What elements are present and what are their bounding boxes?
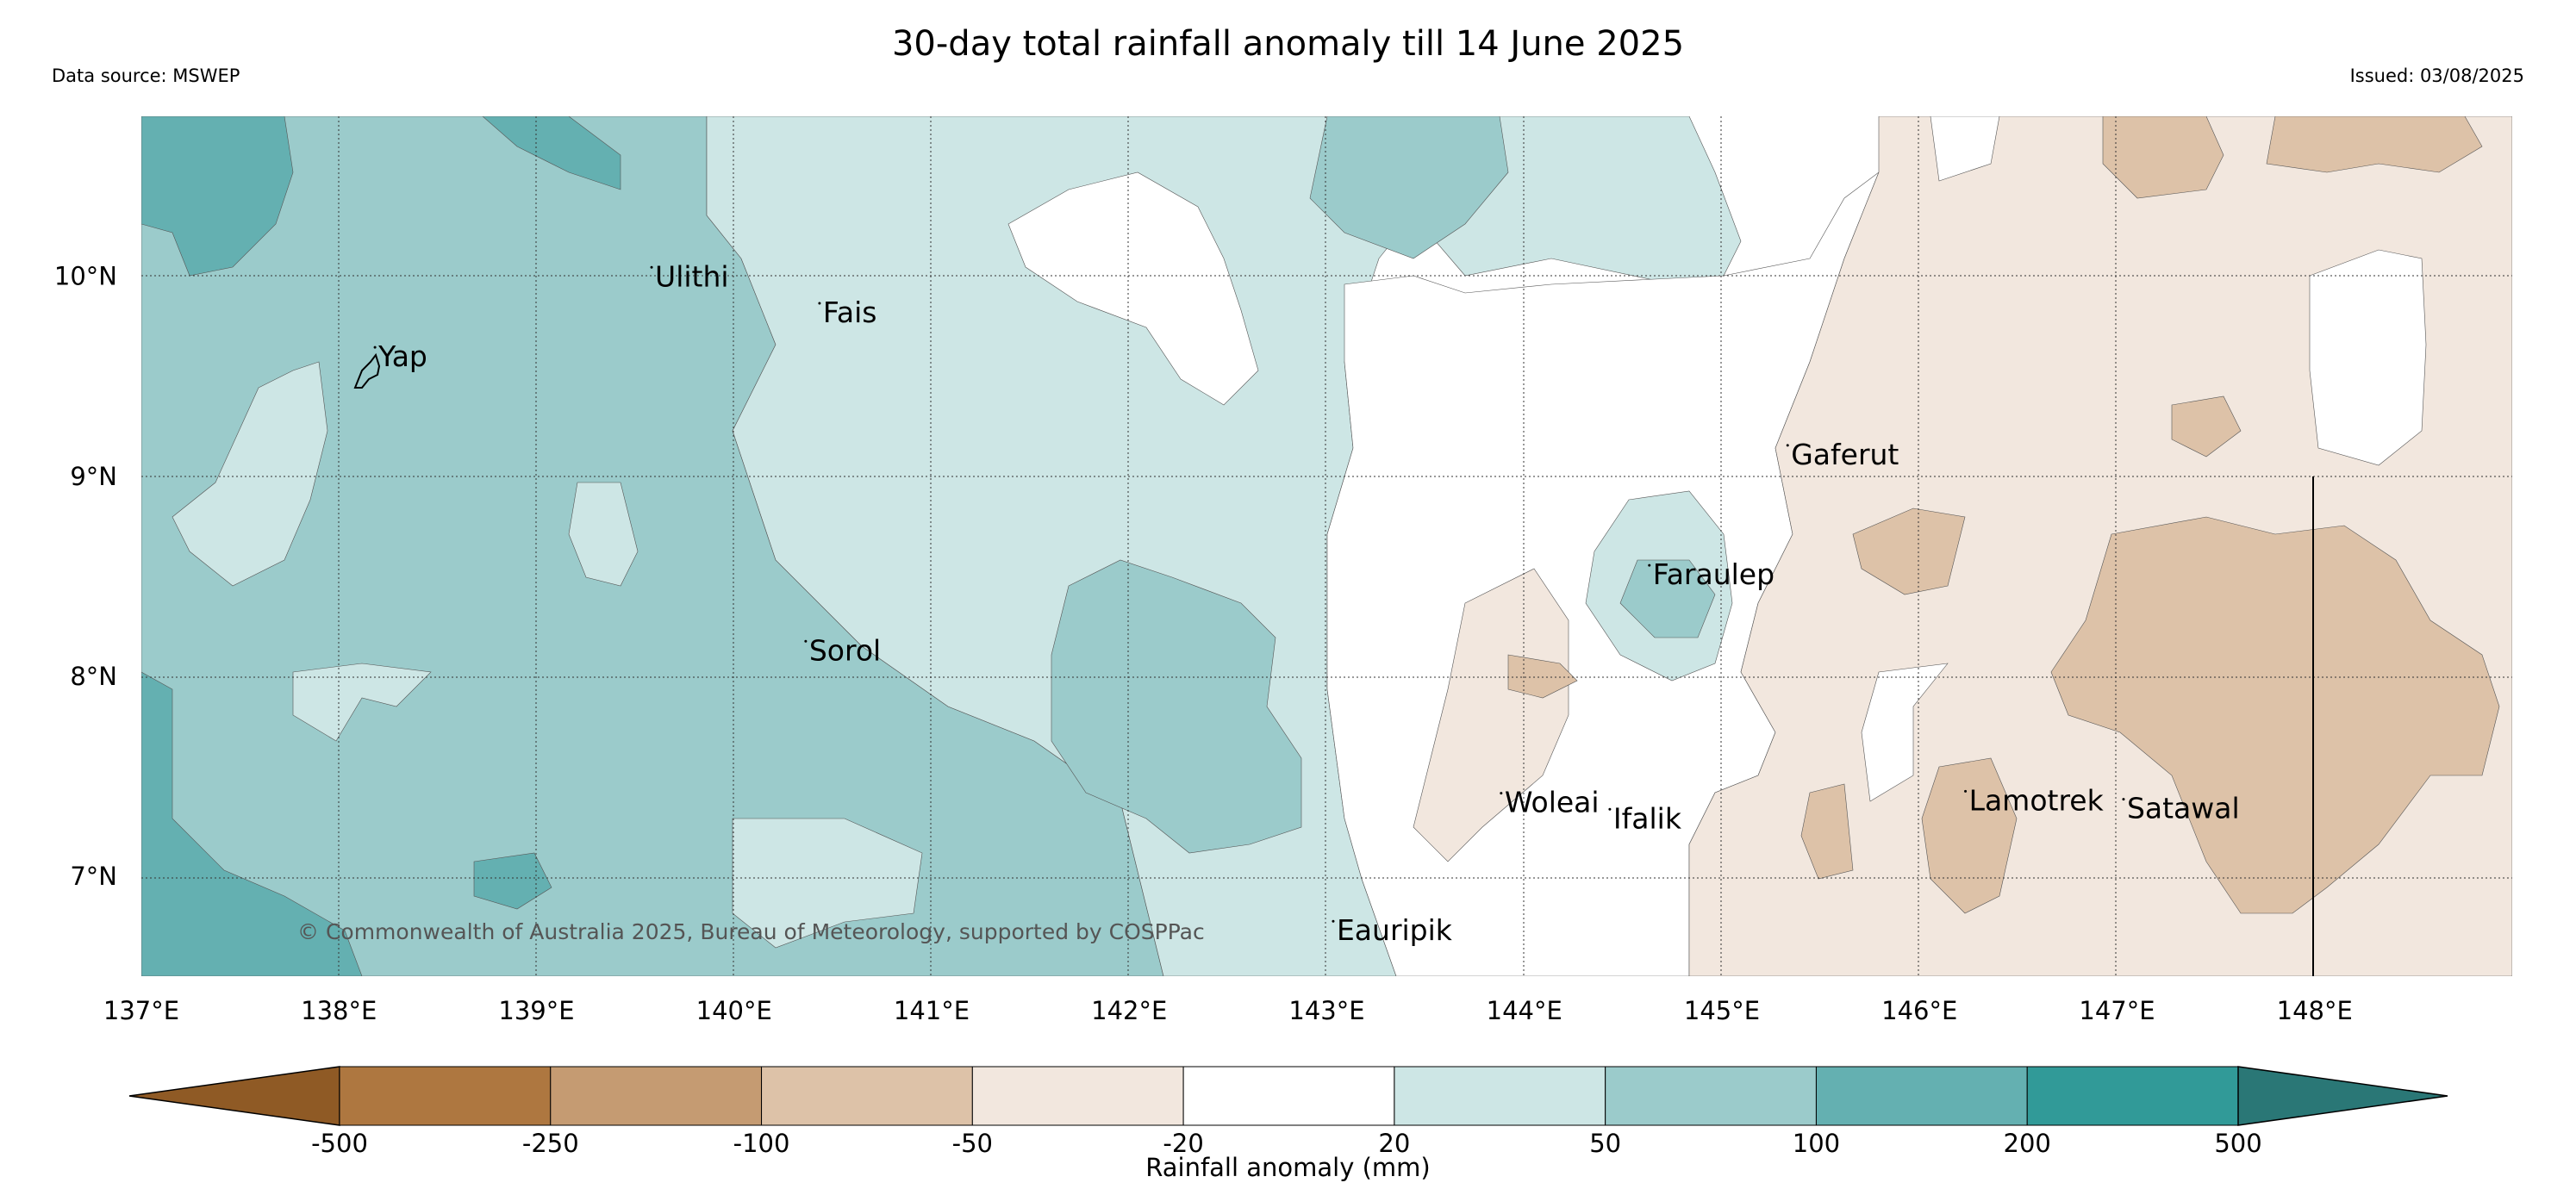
gridlines	[141, 116, 2512, 976]
colorbar-tick-label: 200	[2004, 1129, 2051, 1158]
place-label-ifalik: Ifalik	[1613, 801, 1682, 835]
place-marker-fais	[818, 302, 821, 305]
colorbar-tick-label: -50	[952, 1129, 993, 1158]
place-labels: Ulithi Fais Yap Gaferut Faraulep Sorol Woleai I…	[373, 259, 2240, 947]
colorbar-extend-high	[2237, 1066, 2448, 1126]
place-label-gaferut: Gaferut	[1791, 438, 1899, 471]
colorbar-segment	[971, 1066, 1184, 1126]
lat-tick-label: 8°N	[70, 662, 117, 691]
colorbar-segment	[761, 1066, 973, 1126]
longitude-tick-labels: 137°E 138°E 139°E 140°E 141°E 142°E 143°E 144°E…	[103, 996, 2353, 1025]
data-source-label: Data source: MSWEP	[52, 65, 240, 86]
colorbar-extend-low	[128, 1066, 340, 1126]
lon-tick-label: 145°E	[1684, 996, 1760, 1025]
colorbar-segment	[339, 1066, 552, 1126]
colorbar-tick-label: 20	[1378, 1129, 1410, 1158]
lon-tick-label: 140°E	[696, 996, 772, 1025]
place-marker-faraulep	[1648, 563, 1651, 567]
place-marker-eauripik	[1332, 919, 1335, 923]
lon-tick-label: 139°E	[498, 996, 574, 1025]
anomaly-field	[141, 116, 2512, 976]
place-marker-satawal	[2122, 798, 2125, 801]
lon-tick-label: 137°E	[103, 996, 179, 1025]
lon-tick-label: 143°E	[1288, 996, 1364, 1025]
place-marker-yap	[373, 345, 377, 349]
lat-tick-label: 7°N	[70, 862, 117, 891]
colorbar-tick-label: -500	[311, 1129, 368, 1158]
place-label-yap: Yap	[377, 339, 427, 373]
colorbar-segment	[2026, 1066, 2239, 1126]
lon-tick-label: 147°E	[2079, 996, 2155, 1025]
place-label-woleai: Woleai	[1505, 786, 1600, 819]
colorbar-tick-label: 50	[1589, 1129, 1621, 1158]
colorbar-tick-labels: -500 -250 -100 -50 -20 20 50 100 200 500	[311, 1129, 2262, 1158]
lat-tick-label: 10°N	[54, 262, 117, 291]
colorbar-tick-label: -20	[1163, 1129, 1203, 1158]
colorbar-tick-label: 100	[1793, 1129, 1840, 1158]
colorbar-segment	[1182, 1066, 1395, 1126]
place-label-faraulep: Faraulep	[1653, 557, 1775, 591]
place-marker-lamotrek	[1964, 789, 1968, 793]
place-marker-woleai	[1500, 792, 1503, 795]
lon-tick-label: 148°E	[2277, 996, 2353, 1025]
place-marker-sorol	[804, 639, 808, 643]
colorbar	[128, 1066, 2448, 1126]
yap-island	[353, 352, 381, 389]
lon-tick-label: 138°E	[301, 996, 377, 1025]
place-label-satawal: Satawal	[2127, 792, 2240, 825]
colorbar-tick-label: -250	[522, 1129, 579, 1158]
colorbar-tick-label: -100	[733, 1129, 790, 1158]
lon-tick-label: 146°E	[1881, 996, 1957, 1025]
place-marker-ulithi	[650, 265, 653, 269]
colorbar-axis-label: Rainfall anomaly (mm)	[1145, 1153, 1431, 1182]
colorbar-tick-label: 500	[2214, 1129, 2261, 1158]
place-label-fais: Fais	[823, 296, 877, 329]
colorbar-segment	[1605, 1066, 1817, 1126]
lon-tick-label: 142°E	[1091, 996, 1167, 1025]
colorbar-segment	[1394, 1066, 1606, 1126]
colorbar-segment	[550, 1066, 763, 1126]
place-marker-gaferut	[1786, 444, 1789, 447]
place-marker-ifalik	[1608, 807, 1612, 811]
place-label-lamotrek: Lamotrek	[1969, 783, 2105, 817]
lon-tick-label: 141°E	[894, 996, 970, 1025]
copyright-text: © Commonwealth of Australia 2025, Bureau…	[297, 919, 1205, 944]
lon-tick-label: 144°E	[1487, 996, 1562, 1025]
place-label-sorol: Sorol	[809, 633, 881, 667]
colorbar-segment	[1815, 1066, 2028, 1126]
place-label-ulithi: Ulithi	[655, 259, 729, 293]
issued-date-label: Issued: 03/08/2025	[2349, 65, 2524, 86]
place-label-eauripik: Eauripik	[1337, 913, 1453, 947]
latitude-tick-labels: 10°N 9°N 8°N 7°N	[54, 262, 117, 891]
map-title: 30-day total rainfall anomaly till 14 Ju…	[891, 24, 1685, 64]
lat-tick-label: 9°N	[70, 462, 117, 491]
